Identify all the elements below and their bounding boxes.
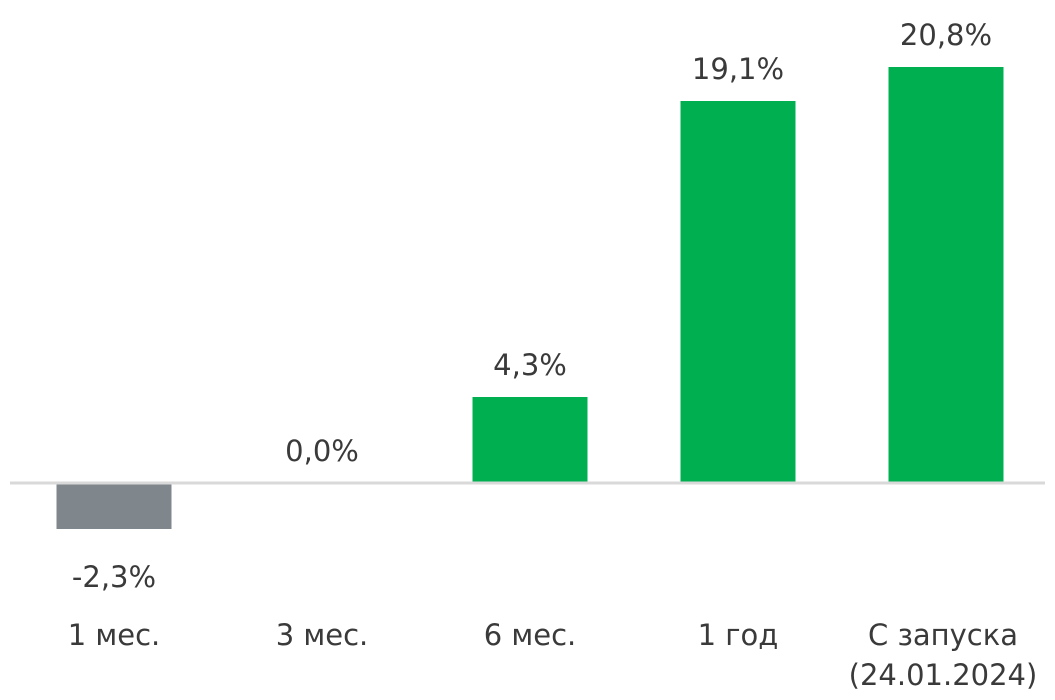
- value-label-5: 20,8%: [900, 18, 992, 52]
- bar-1: [56, 483, 172, 529]
- bar-3: [472, 397, 588, 483]
- category-label-2: 3 мес.: [276, 618, 369, 652]
- category-label-5-line-1: С запуска: [868, 618, 1018, 652]
- bar-5: [888, 67, 1004, 483]
- category-label-3: 6 мес.: [484, 618, 577, 652]
- category-label-4: 1 год: [698, 618, 779, 652]
- bar-4: [680, 101, 796, 483]
- value-labels-group: -2,3% 0,0% 4,3% 19,1% 20,8%: [72, 18, 992, 594]
- category-label-1: 1 мес.: [68, 618, 161, 652]
- value-label-2: 0,0%: [285, 434, 359, 468]
- category-label-5-line-2: (24.01.2024): [849, 658, 1038, 692]
- bars-group: [56, 67, 1004, 529]
- value-label-1: -2,3%: [72, 560, 156, 594]
- value-label-4: 19,1%: [692, 52, 784, 86]
- category-labels-group: 1 мес. 3 мес. 6 мес. 1 год С запуска (24.01.2…: [68, 618, 1038, 692]
- value-label-3: 4,3%: [493, 348, 567, 382]
